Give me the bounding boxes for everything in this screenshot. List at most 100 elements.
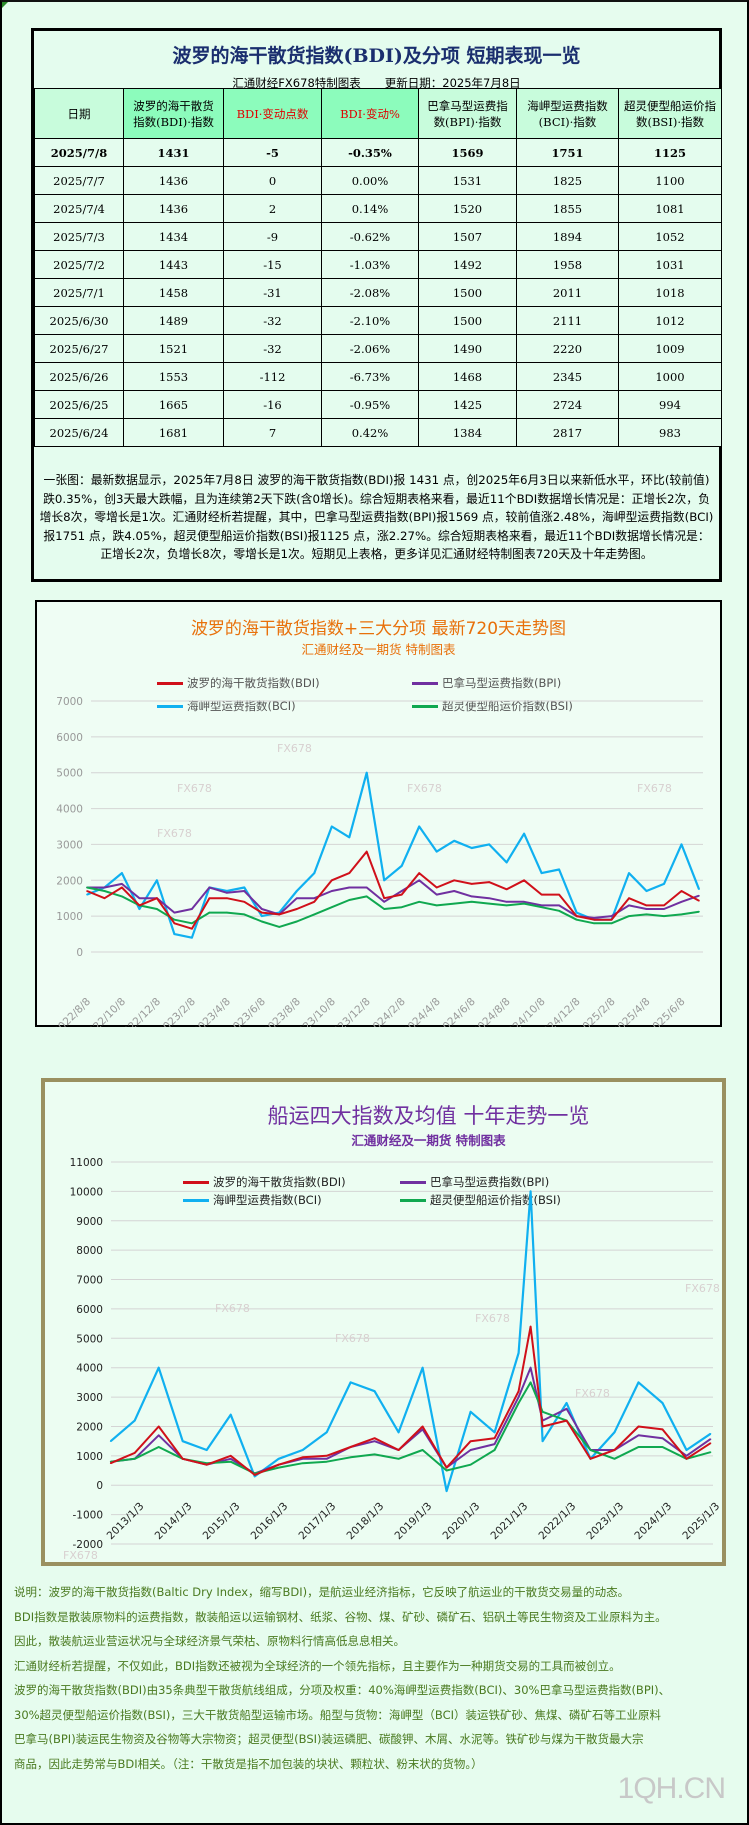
data-point-bdi	[663, 904, 665, 907]
x-tick-label: 2014/1/3	[153, 1500, 195, 1542]
data-point-bsi	[278, 926, 281, 928]
description-line: 商品，因此走势常与BDI相关。（注：干散货是指不加包装的块状、颗粒状、粉末状的货…	[14, 1756, 483, 1771]
x-tick-label: 2023/2/8	[156, 996, 198, 1027]
data-point-bpi	[157, 1434, 160, 1437]
cell-bsi: 1009	[618, 334, 722, 363]
data-point-bsi	[313, 913, 316, 916]
data-point-bci	[253, 1475, 256, 1478]
data-point-bsi	[540, 906, 543, 908]
data-point-bdi	[529, 1325, 532, 1328]
data-point-bpi	[593, 917, 595, 919]
description-line: BDI指数是散装原物料的运费指数，散装船运以运输钢材、纸浆、谷物、煤、矿砂、磷矿…	[14, 1609, 667, 1624]
data-point-bsi	[156, 908, 158, 910]
data-point-bdi	[469, 1440, 472, 1442]
data-point-bci	[261, 915, 263, 917]
data-point-bpi	[493, 1443, 496, 1445]
data-point-bci	[226, 890, 228, 892]
data-point-bdi	[680, 890, 683, 892]
data-point-bdi	[253, 1474, 256, 1476]
data-point-bsi	[661, 1446, 664, 1448]
chart1-title: 波罗的海干散货指数+三大分项 最新720天走势图	[190, 619, 567, 639]
y-tick-label: 0	[76, 947, 83, 959]
cell-bdi-change: -16	[223, 390, 322, 419]
data-point-bsi	[575, 918, 578, 921]
summary-paragraph: 一张图：最新数据显示，2025年7月8日 波罗的海干散货指数(BDI)报 143…	[39, 473, 714, 561]
cell-bpi: 1425	[418, 390, 517, 419]
data-point-bsi	[277, 1466, 280, 1469]
cell-bpi: 1500	[418, 278, 517, 307]
x-tick-label: 2024/4/8	[401, 996, 443, 1027]
data-point-bdi	[133, 1452, 136, 1454]
data-point-bpi	[373, 1440, 376, 1442]
data-point-bsi	[418, 901, 421, 903]
y-tick-label: 8000	[76, 1245, 103, 1257]
data-point-bci	[680, 843, 683, 846]
cell-bci: 1958	[516, 250, 619, 279]
data-point-bci	[435, 850, 438, 853]
table-row: 2025/7/3 1434 -9 -0.62% 1507 1894 1052	[34, 222, 722, 251]
legend-swatch-bpi	[412, 681, 438, 685]
data-point-bsi	[517, 1402, 520, 1404]
data-point-bdi	[138, 904, 141, 907]
cell-bdi: 1431	[123, 138, 224, 167]
y-tick-label: 3000	[76, 1392, 103, 1404]
chart2-subtitle: 汇通财经及一期货 特制图表	[351, 1133, 506, 1148]
cell-bci: 2220	[516, 334, 619, 363]
data-point-bdi	[645, 904, 648, 907]
data-point-bpi	[565, 1408, 568, 1410]
data-point-bdi	[541, 1425, 544, 1428]
legend-swatch-bci	[157, 704, 183, 708]
data-point-bdi	[470, 883, 473, 885]
data-point-bsi	[435, 904, 438, 907]
cell-bdi-pct: -1.03%	[321, 250, 419, 279]
data-point-bsi	[349, 1456, 352, 1459]
fx678-watermark: FX678	[177, 782, 212, 795]
legend-swatch-bsi	[412, 704, 438, 708]
data-point-bci	[517, 1352, 520, 1354]
fx678-watermark: FX678	[575, 1387, 610, 1400]
cell-bpi: 1569	[418, 138, 517, 167]
data-point-bsi	[470, 901, 473, 903]
x-tick-label: 2013/1/3	[105, 1500, 147, 1542]
cell-bdi: 1553	[123, 362, 224, 391]
cell-bdi: 1458	[123, 278, 224, 307]
y-tick-label: 5000	[76, 1333, 103, 1345]
data-point-bsi	[226, 911, 228, 914]
corner-marker-icon	[2, 2, 8, 8]
data-point-bpi	[243, 890, 246, 892]
data-point-bci	[418, 825, 421, 828]
data-point-bdi	[373, 1437, 376, 1440]
data-point-bsi	[453, 902, 455, 905]
data-point-bdi	[296, 908, 298, 910]
data-point-bci	[205, 1449, 208, 1451]
data-point-bci	[348, 836, 351, 839]
data-point-bpi	[488, 897, 490, 900]
fx678-watermark: FX678	[335, 1332, 370, 1345]
data-point-bpi	[709, 1438, 712, 1440]
cell-bdi-change: -112	[223, 362, 322, 391]
cell-date: 2025/7/4	[34, 194, 124, 223]
data-point-bdi	[243, 901, 246, 903]
cell-bdi: 1681	[123, 418, 224, 447]
y-tick-label: 4000	[76, 1363, 103, 1375]
data-point-bdi	[421, 1425, 424, 1428]
cell-bci: 2111	[516, 306, 619, 335]
legend-label: 波罗的海干散货指数(BDI)	[187, 676, 320, 690]
header-bsi: 超灵便型船运价指数(BSI)·指数	[618, 88, 722, 139]
data-point-bsi	[663, 915, 665, 917]
data-point-bdi	[278, 913, 281, 916]
data-point-bci	[529, 1190, 532, 1193]
cell-bpi: 1490	[418, 334, 517, 363]
series-line-bsi	[86, 886, 700, 928]
table-header-row: 日期 波罗的海干散货指数(BDI)·指数 BDI·变动点数 BDI·变动% 巴拿…	[34, 88, 722, 139]
data-point-bdi	[540, 893, 543, 896]
description-line: 说明：波罗的海干散货指数(Baltic Dry Index，缩写BDI)，是航运…	[14, 1585, 630, 1599]
table-row: 2025/7/8 1431 -5 -0.35% 1569 1751 1125	[34, 138, 722, 167]
data-point-bdi	[348, 872, 351, 874]
data-point-bsi	[645, 913, 648, 916]
legend-label: 超灵便型船运价指数(BSI)	[430, 1193, 561, 1207]
data-point-bsi	[157, 1446, 160, 1448]
data-point-bdi	[121, 886, 123, 889]
series-line-bsi	[110, 1381, 711, 1475]
data-point-bpi	[628, 904, 630, 907]
